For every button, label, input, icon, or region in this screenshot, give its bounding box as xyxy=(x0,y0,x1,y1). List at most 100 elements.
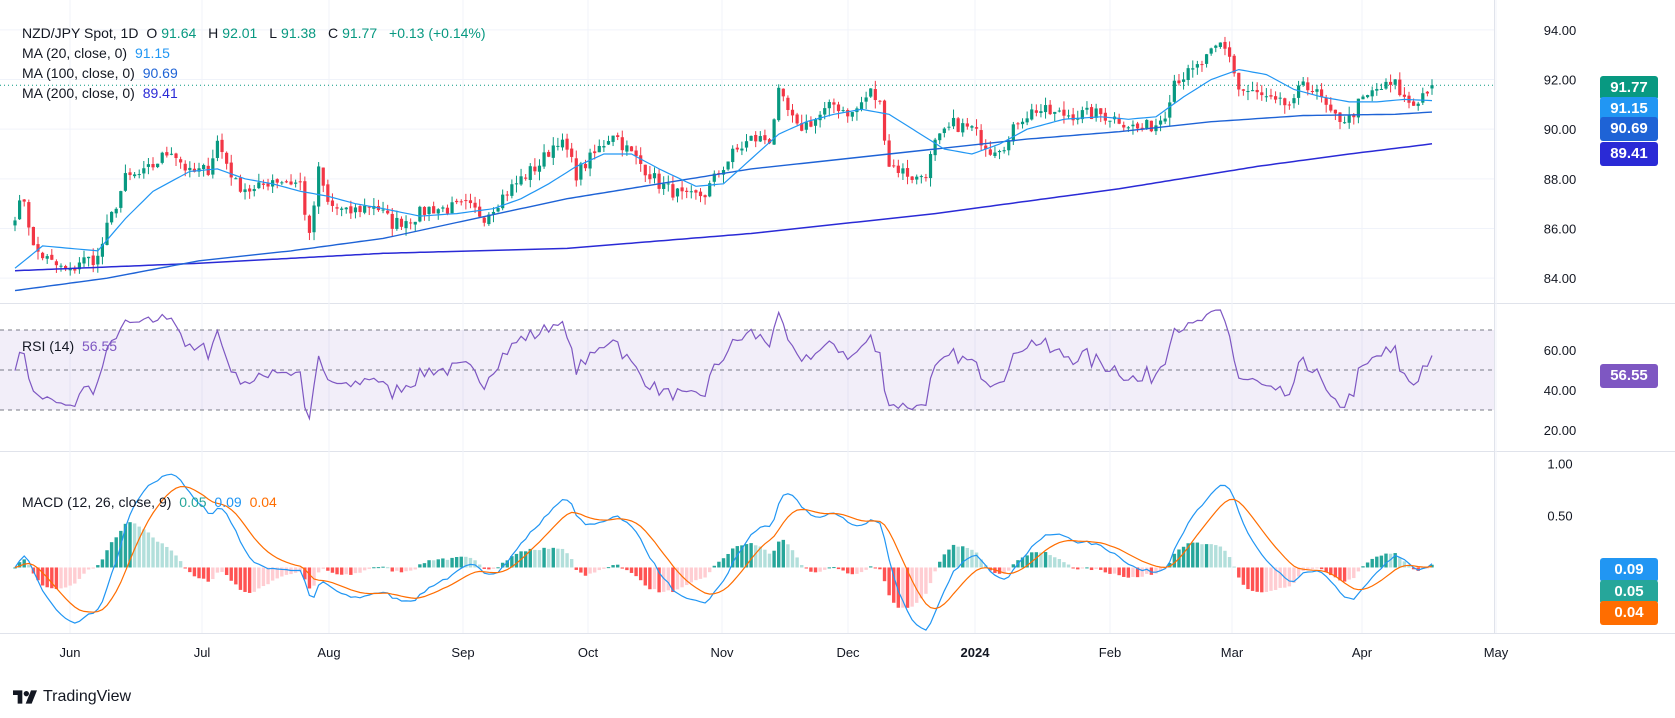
macd-histogram-bar xyxy=(73,567,77,584)
price-tick-label: 86.00 xyxy=(1544,222,1577,237)
candle-body xyxy=(800,123,804,131)
macd-histogram-bar xyxy=(979,559,983,568)
ma200-legend[interactable]: MA (200, close, 0) 89.41 xyxy=(22,83,182,103)
candle-body xyxy=(73,268,77,271)
candle-body xyxy=(1411,101,1416,106)
ma20-legend[interactable]: MA (20, close, 0) 91.15 xyxy=(22,43,174,63)
candle-body xyxy=(1186,68,1190,81)
candle-body xyxy=(1356,98,1360,118)
macd-histogram-bar xyxy=(395,567,399,571)
candle-body xyxy=(924,177,928,179)
candle-body xyxy=(1149,120,1153,132)
candle-body xyxy=(289,181,293,185)
ma20-value: 91.15 xyxy=(134,45,170,61)
macd-histogram-bar xyxy=(215,567,220,573)
ma200-badge: 89.41 xyxy=(1600,142,1658,166)
macd-histogram-bar xyxy=(146,532,151,568)
rsi-legend[interactable]: RSI (14) 56.55 xyxy=(22,336,121,356)
candle-body xyxy=(928,154,933,179)
macd-histogram-bar xyxy=(1264,567,1269,592)
candle-body xyxy=(767,139,772,144)
candle-body xyxy=(179,159,183,163)
macd-histogram-bar xyxy=(551,547,555,568)
macd-histogram-bar xyxy=(1145,567,1149,574)
candle-body xyxy=(496,208,500,212)
candle-body xyxy=(340,208,344,210)
candle-body xyxy=(119,191,123,208)
macd-histogram-bar xyxy=(901,567,905,608)
candle-body xyxy=(478,206,482,217)
macd-histogram-bar xyxy=(841,567,845,571)
candle-body xyxy=(307,215,312,233)
candle-body xyxy=(427,206,431,215)
candle-body xyxy=(110,211,114,223)
candle-body xyxy=(482,217,486,223)
rsi-label: RSI (14) xyxy=(22,338,75,354)
candle-body xyxy=(1191,68,1195,70)
candle-body xyxy=(1218,42,1222,47)
macd-histogram-bar xyxy=(873,567,878,569)
symbol-title: NZD/JPY Spot, 1D xyxy=(22,25,139,41)
candle-body xyxy=(257,182,261,189)
candle-body xyxy=(579,163,583,180)
candle-body xyxy=(1168,102,1172,118)
candle-body xyxy=(100,243,105,257)
candle-body xyxy=(165,152,169,156)
candle-body xyxy=(560,139,565,148)
candle-body xyxy=(1172,80,1176,102)
macd-histogram-bar xyxy=(767,553,772,568)
macd-histogram-bar xyxy=(188,567,192,573)
candle-body xyxy=(602,146,606,148)
macd-histogram-bar xyxy=(740,545,744,568)
tradingview-logo[interactable]: TradingView xyxy=(13,688,131,706)
macd-histogram-bar xyxy=(505,560,509,568)
candle-body xyxy=(1388,81,1393,85)
ma200-line xyxy=(14,143,1433,272)
macd-histogram-bar xyxy=(809,567,813,572)
candle-body xyxy=(280,182,284,184)
macd-histogram-bar xyxy=(836,567,841,570)
candle-body xyxy=(105,222,109,245)
high-value: 92.01 xyxy=(222,25,258,41)
candle-body xyxy=(625,145,629,152)
macd-histogram-bar xyxy=(119,530,123,568)
candle-body xyxy=(938,133,942,141)
macd-histogram-bar xyxy=(758,546,763,568)
candle-body xyxy=(1048,104,1052,115)
macd-histogram-bar xyxy=(454,557,459,568)
macd-histogram-bar xyxy=(165,546,169,568)
candle-body xyxy=(611,135,615,142)
candle-body xyxy=(850,112,854,117)
candle-body xyxy=(514,183,519,185)
tradingview-logo-icon xyxy=(13,690,37,704)
price-tick-label: 92.00 xyxy=(1544,73,1577,88)
macd-histogram-bar xyxy=(1375,556,1379,568)
candle-body xyxy=(468,200,473,204)
candle-body xyxy=(1379,88,1383,90)
macd-histogram-bar xyxy=(781,539,786,568)
candle-body xyxy=(399,218,404,227)
macd-histogram-bar xyxy=(1034,552,1039,568)
macd-histogram-bar xyxy=(1071,567,1075,569)
candle-body xyxy=(689,191,693,193)
candle-body xyxy=(910,176,914,180)
macd-histogram-bar xyxy=(1338,567,1342,581)
macd-histogram-bar xyxy=(1214,545,1218,568)
macd-histogram-bar xyxy=(1425,567,1430,569)
macd-histogram-bar xyxy=(1135,567,1140,578)
macd-histogram-bar xyxy=(1310,567,1315,570)
candle-body xyxy=(464,200,468,202)
macd-histogram-bar xyxy=(634,567,638,577)
macd-histogram-bar xyxy=(100,559,105,568)
macd-histogram-bar xyxy=(178,561,183,568)
candle-body xyxy=(1241,89,1245,91)
ma100-legend[interactable]: MA (100, close, 0) 90.69 xyxy=(22,63,182,83)
macd-histogram-bar xyxy=(247,567,252,593)
macd-legend[interactable]: MACD (12, 26, close, 9) 0.05 0.09 0.04 xyxy=(22,492,281,512)
macd-histogram-bar xyxy=(280,567,284,577)
candle-body xyxy=(1283,98,1287,106)
macd-histogram-bar xyxy=(869,566,873,568)
candle-body xyxy=(27,202,31,228)
macd-histogram-bar xyxy=(938,561,942,568)
